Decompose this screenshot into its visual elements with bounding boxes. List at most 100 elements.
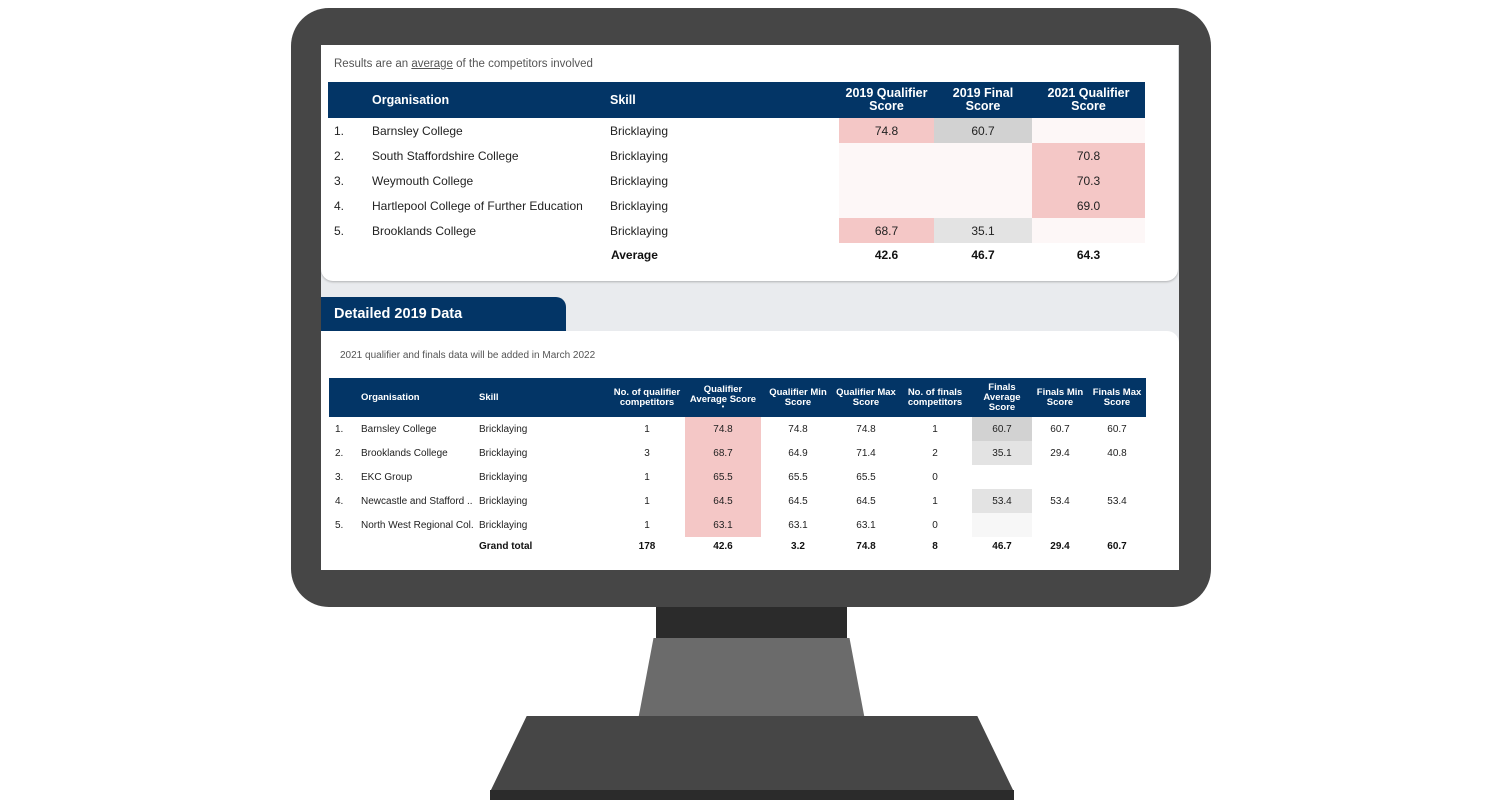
- row-rank: 2.: [335, 447, 344, 459]
- header-skill[interactable]: Skill: [479, 392, 499, 403]
- summary-table-header: Organisation Skill 2019 Qualifier Score …: [328, 82, 1145, 118]
- row-2019-final: [934, 143, 1032, 168]
- table-row[interactable]: 3. Weymouth College Bricklaying 70.3: [328, 168, 1145, 193]
- row-organisation: Newcastle and Stafford ...: [361, 495, 473, 507]
- header-organisation[interactable]: Organisation: [372, 93, 450, 107]
- monitor-base: [490, 716, 1014, 792]
- row-no-qualifier: 3: [644, 447, 650, 459]
- row-organisation: Brooklands College: [361, 447, 448, 459]
- header-finals-max-score[interactable]: Finals Max Score: [1092, 386, 1142, 408]
- summary-note: Results are an average of the competitor…: [334, 58, 593, 70]
- header-qualifier-average-score[interactable]: Qualifier Average Score •: [685, 378, 761, 417]
- average-label: Average: [611, 248, 658, 262]
- header-qualifier-min-score[interactable]: Qualifier Min Score: [769, 386, 827, 408]
- row-rank: 3.: [335, 471, 344, 483]
- row-finals-min: [1034, 465, 1086, 489]
- header-2019-qualifier-score[interactable]: 2019 Qualifier Score: [845, 86, 928, 113]
- table-row[interactable]: 5. North West Regional Col... Bricklayin…: [329, 513, 1146, 537]
- row-2019-qualifier: 68.7: [839, 218, 934, 243]
- average-2019-final: 46.7: [971, 248, 995, 262]
- row-2021-qualifier: [1032, 218, 1145, 243]
- row-qualifier-max: 63.1: [856, 519, 876, 531]
- row-organisation: South Staffordshire College: [372, 148, 519, 163]
- table-row[interactable]: 1. Barnsley College Bricklaying 74.8 60.…: [328, 118, 1145, 143]
- table-row[interactable]: 3. EKC Group Bricklaying 1 65.5 65.5 65.…: [329, 465, 1146, 489]
- row-finals-max: [1088, 465, 1146, 489]
- total-no-qualifier: 178: [638, 540, 656, 552]
- header-qualifier-max-score[interactable]: Qualifier Max Score: [836, 386, 896, 408]
- header-finals-average-score[interactable]: Finals Average Score: [983, 381, 1021, 413]
- row-qualifier-min: 65.5: [788, 471, 808, 483]
- row-qualifier-average: 68.7: [685, 441, 761, 465]
- table-row[interactable]: 1. Barnsley College Bricklaying 1 74.8 7…: [329, 417, 1146, 441]
- total-qualifier-average: 42.6: [713, 540, 733, 552]
- row-organisation: EKC Group: [361, 471, 413, 483]
- header-2021-qualifier-score[interactable]: 2021 Qualifier Score: [1047, 86, 1130, 113]
- row-organisation: Brooklands College: [372, 223, 477, 238]
- row-finals-max: 40.8: [1107, 447, 1127, 459]
- row-2021-qualifier: 69.0: [1032, 193, 1145, 218]
- note-text: Results are an: [334, 58, 412, 70]
- section-tab-detailed-2019[interactable]: Detailed 2019 Data: [321, 297, 566, 331]
- row-2019-final: [934, 193, 1032, 218]
- average-row: Average 42.6 46.7 64.3: [328, 243, 1145, 267]
- header-organisation[interactable]: Organisation: [361, 392, 420, 403]
- total-finals-max: 60.7: [1107, 540, 1127, 552]
- row-skill: Bricklaying: [479, 471, 528, 483]
- header-no-qualifier-competitors[interactable]: No. of qualifier competitors: [613, 386, 681, 408]
- total-no-finals: 8: [932, 540, 938, 552]
- row-rank: 5.: [334, 223, 345, 238]
- table-row[interactable]: 2. South Staffordshire College Bricklayi…: [328, 143, 1145, 168]
- grand-total-row: Grand total 178 42.6 3.2 74.8 8 46.7 29.…: [329, 536, 1146, 556]
- row-finals-min: [1034, 513, 1086, 537]
- row-finals-average: 60.7: [972, 417, 1032, 441]
- row-qualifier-min: 74.8: [788, 423, 808, 435]
- row-no-finals: 0: [932, 471, 938, 483]
- detail-note: 2021 qualifier and finals data will be a…: [340, 350, 596, 361]
- table-row[interactable]: 2. Brooklands College Bricklaying 3 68.7…: [329, 441, 1146, 465]
- table-row[interactable]: 4. Newcastle and Stafford ... Bricklayin…: [329, 489, 1146, 513]
- row-2021-qualifier: 70.8: [1032, 143, 1145, 168]
- row-skill: Bricklaying: [610, 223, 669, 238]
- row-finals-max: [1088, 513, 1146, 537]
- sort-indicator-icon: •: [721, 404, 725, 411]
- row-rank: 4.: [335, 495, 344, 507]
- row-finals-min: 53.4: [1050, 495, 1070, 507]
- row-organisation: Barnsley College: [361, 423, 437, 435]
- header-no-finals-competitors[interactable]: No. of finals competitors: [907, 386, 963, 408]
- total-finals-min: 29.4: [1050, 540, 1070, 552]
- row-rank: 3.: [334, 173, 345, 188]
- row-finals-average: [972, 513, 1032, 537]
- monitor-base-edge: [490, 790, 1014, 800]
- row-qualifier-average: 63.1: [685, 513, 761, 537]
- table-row[interactable]: 5. Brooklands College Bricklaying 68.7 3…: [328, 218, 1145, 243]
- row-organisation: Barnsley College: [372, 123, 463, 138]
- total-finals-average: 46.7: [992, 540, 1012, 552]
- row-qualifier-min: 64.9: [788, 447, 808, 459]
- row-rank: 1.: [335, 423, 344, 435]
- row-2019-final: 35.1: [934, 218, 1032, 243]
- total-qualifier-max: 74.8: [856, 540, 876, 552]
- total-label: Grand total: [479, 540, 533, 552]
- monitor-screen: Results are an average of the competitor…: [321, 45, 1179, 570]
- row-finals-max: 53.4: [1107, 495, 1127, 507]
- average-2019-qualifier: 42.6: [874, 248, 899, 262]
- row-no-finals: 2: [932, 447, 938, 459]
- header-2019-final-score[interactable]: 2019 Final Score: [952, 86, 1014, 113]
- row-qualifier-max: 64.5: [856, 495, 876, 507]
- table-row[interactable]: 4. Hartlepool College of Further Educati…: [328, 193, 1145, 218]
- row-rank: 2.: [334, 148, 345, 163]
- row-organisation: North West Regional Col...: [361, 519, 473, 531]
- monitor-neck-top: [656, 607, 847, 639]
- row-organisation: Weymouth College: [372, 173, 474, 188]
- row-qualifier-max: 74.8: [856, 423, 876, 435]
- row-organisation: Hartlepool College of Further Education: [372, 198, 583, 213]
- row-no-qualifier: 1: [644, 471, 650, 483]
- header-finals-min-score[interactable]: Finals Min Score: [1036, 386, 1084, 408]
- header-skill[interactable]: Skill: [610, 93, 636, 107]
- row-skill: Bricklaying: [479, 447, 528, 459]
- row-finals-average: 35.1: [972, 441, 1032, 465]
- row-skill: Bricklaying: [479, 519, 528, 531]
- row-qualifier-min: 64.5: [788, 495, 808, 507]
- row-no-qualifier: 1: [644, 495, 650, 507]
